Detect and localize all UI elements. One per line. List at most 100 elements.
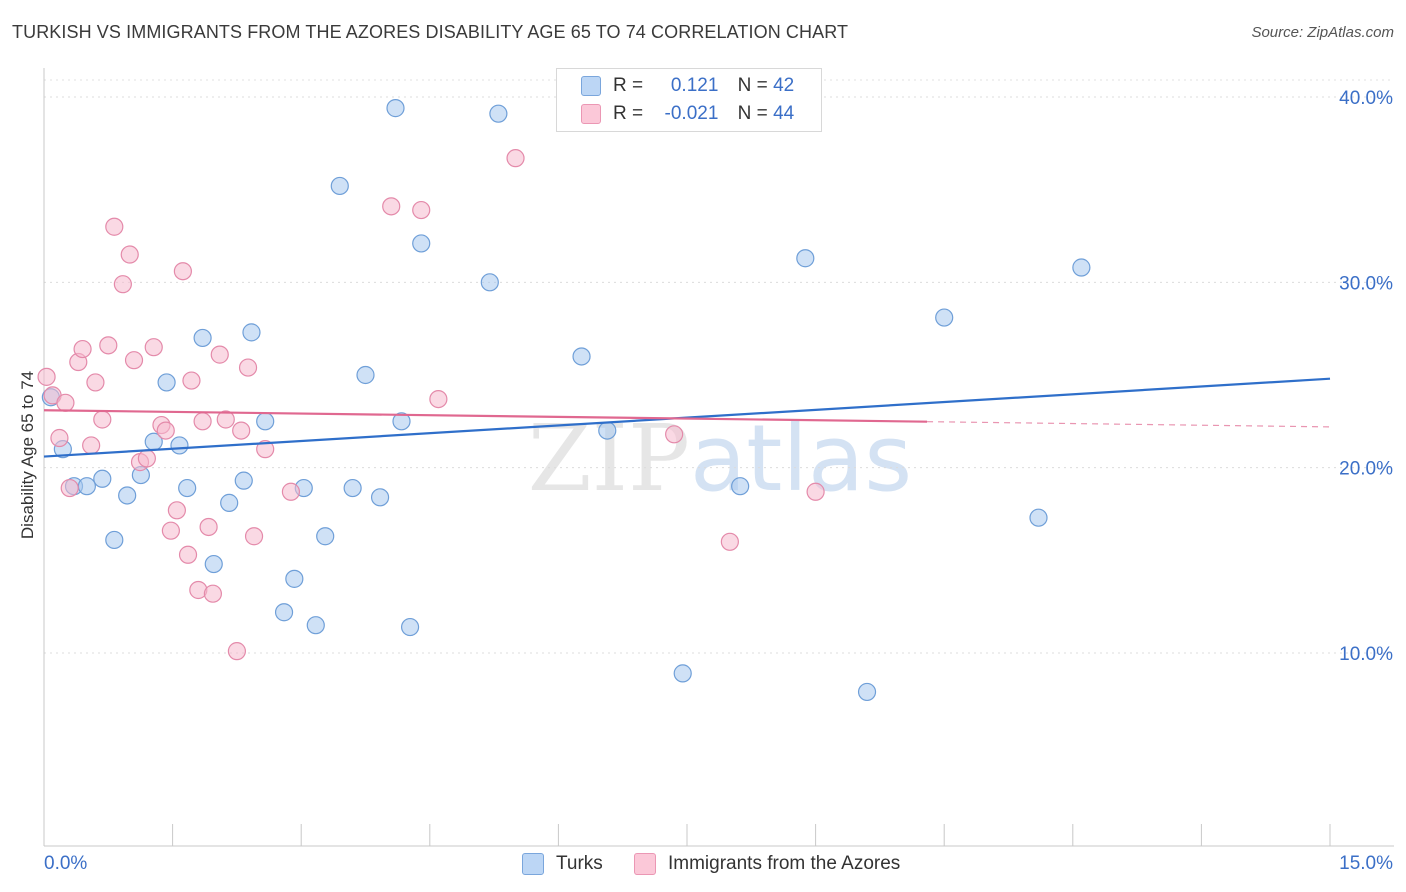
legend-swatch-turks xyxy=(581,76,601,96)
turks-point xyxy=(489,104,508,123)
turks-point xyxy=(673,664,692,683)
legend-r-label: R = xyxy=(613,103,644,124)
azores-point xyxy=(144,338,163,357)
watermark-atlas: atlas xyxy=(690,405,912,512)
turks-point xyxy=(178,478,197,498)
azores-point xyxy=(506,149,525,168)
y-tick-label: 30.0% xyxy=(1339,273,1393,294)
azores-point xyxy=(99,336,118,355)
azores-point xyxy=(238,358,258,377)
azores-point xyxy=(37,367,56,386)
turks-point xyxy=(572,347,591,366)
legend-r-value: 0.121 xyxy=(670,75,719,96)
turks-point xyxy=(392,412,411,431)
correlation-legend: R = 0.121 N = 42 R = -0.021 N = 44 xyxy=(556,68,822,132)
bottom-legend-label-turks: Turks xyxy=(556,853,603,874)
azores-point xyxy=(256,440,275,459)
turks-point xyxy=(157,373,176,392)
turks-point xyxy=(935,308,954,327)
turks-point xyxy=(234,471,253,490)
azores-trend-line xyxy=(43,409,928,423)
turks-point xyxy=(77,477,96,496)
azores-point xyxy=(665,425,684,444)
azores-point xyxy=(173,262,192,281)
azores-point xyxy=(227,642,246,661)
chart-title: TURKISH VS IMMIGRANTS FROM THE AZORES DI… xyxy=(12,22,849,42)
azores-point xyxy=(178,545,198,564)
turks-point xyxy=(343,478,362,498)
azores-point xyxy=(210,345,229,364)
azores-trend-line-dashed xyxy=(927,421,1331,428)
legend-n-value: 44 xyxy=(773,103,795,124)
azores-point xyxy=(113,275,132,294)
legend-n-label: N = xyxy=(737,75,768,96)
turks-point xyxy=(598,421,617,440)
azores-point xyxy=(199,517,218,537)
azores-point xyxy=(156,421,175,440)
azores-point xyxy=(86,373,105,392)
turks-point xyxy=(220,493,239,512)
azores-point xyxy=(73,339,92,359)
turks-point xyxy=(274,603,294,622)
turks-point xyxy=(412,234,431,253)
legend-r-value: -0.021 xyxy=(664,103,719,124)
turks-point xyxy=(330,176,349,196)
azores-point xyxy=(120,245,139,264)
turks-point xyxy=(118,486,137,505)
bottom-legend-swatch-turks xyxy=(522,853,544,875)
turks-point xyxy=(731,477,750,496)
legend-n-label: N = xyxy=(737,103,768,124)
turks-point xyxy=(242,323,261,342)
turks-point xyxy=(170,436,189,455)
legend-swatch-azores xyxy=(581,104,601,124)
turks-point xyxy=(1072,258,1091,277)
azores-point xyxy=(82,436,101,455)
turks-point xyxy=(1029,508,1048,527)
azores-point xyxy=(244,527,264,546)
azores-point xyxy=(124,351,144,370)
bottom-legend-swatch-azores xyxy=(634,853,656,875)
azores-point xyxy=(137,449,156,468)
turks-point xyxy=(93,469,112,488)
azores-point xyxy=(105,217,124,236)
turks-point xyxy=(400,617,420,637)
turks-point xyxy=(204,554,223,574)
turks-point xyxy=(316,527,335,546)
turks-point xyxy=(370,488,390,507)
turks-point xyxy=(480,273,499,292)
azores-point xyxy=(161,521,180,540)
turks-point xyxy=(356,365,375,385)
turks-point xyxy=(386,99,405,118)
source-label: Source: ZipAtlas.com xyxy=(1251,24,1394,41)
legend-r-label: R = xyxy=(613,75,644,96)
azores-point xyxy=(429,389,448,409)
turks-point xyxy=(285,569,304,588)
azores-point xyxy=(216,410,235,429)
turks-point xyxy=(193,328,212,348)
turks-point xyxy=(306,616,325,635)
azores-point xyxy=(93,410,112,429)
azores-point xyxy=(182,371,201,390)
legend-text-turks: R = 0.121 N = 42 xyxy=(613,75,794,97)
azores-point xyxy=(50,428,69,448)
turks-point xyxy=(256,412,275,431)
azores-point xyxy=(203,584,222,603)
azores-point xyxy=(806,482,825,501)
y-tick-label: 40.0% xyxy=(1339,88,1393,109)
turks-point xyxy=(857,682,877,702)
turks-point xyxy=(105,530,124,550)
azores-point xyxy=(167,501,186,520)
azores-point xyxy=(56,393,75,412)
y-tick-label: 20.0% xyxy=(1339,459,1393,480)
x-tick-label: 0.0% xyxy=(44,853,87,874)
azores-point xyxy=(193,412,212,431)
azores-point xyxy=(720,532,739,551)
azores-point xyxy=(281,482,301,501)
azores-point xyxy=(382,197,401,216)
legend-text-azores: R = -0.021 N = 44 xyxy=(613,103,794,125)
turks-point xyxy=(796,249,815,268)
azores-point xyxy=(232,421,251,440)
bottom-legend-label-azores: Immigrants from the Azores xyxy=(668,853,901,874)
x-tick-label: 15.0% xyxy=(1339,853,1393,874)
